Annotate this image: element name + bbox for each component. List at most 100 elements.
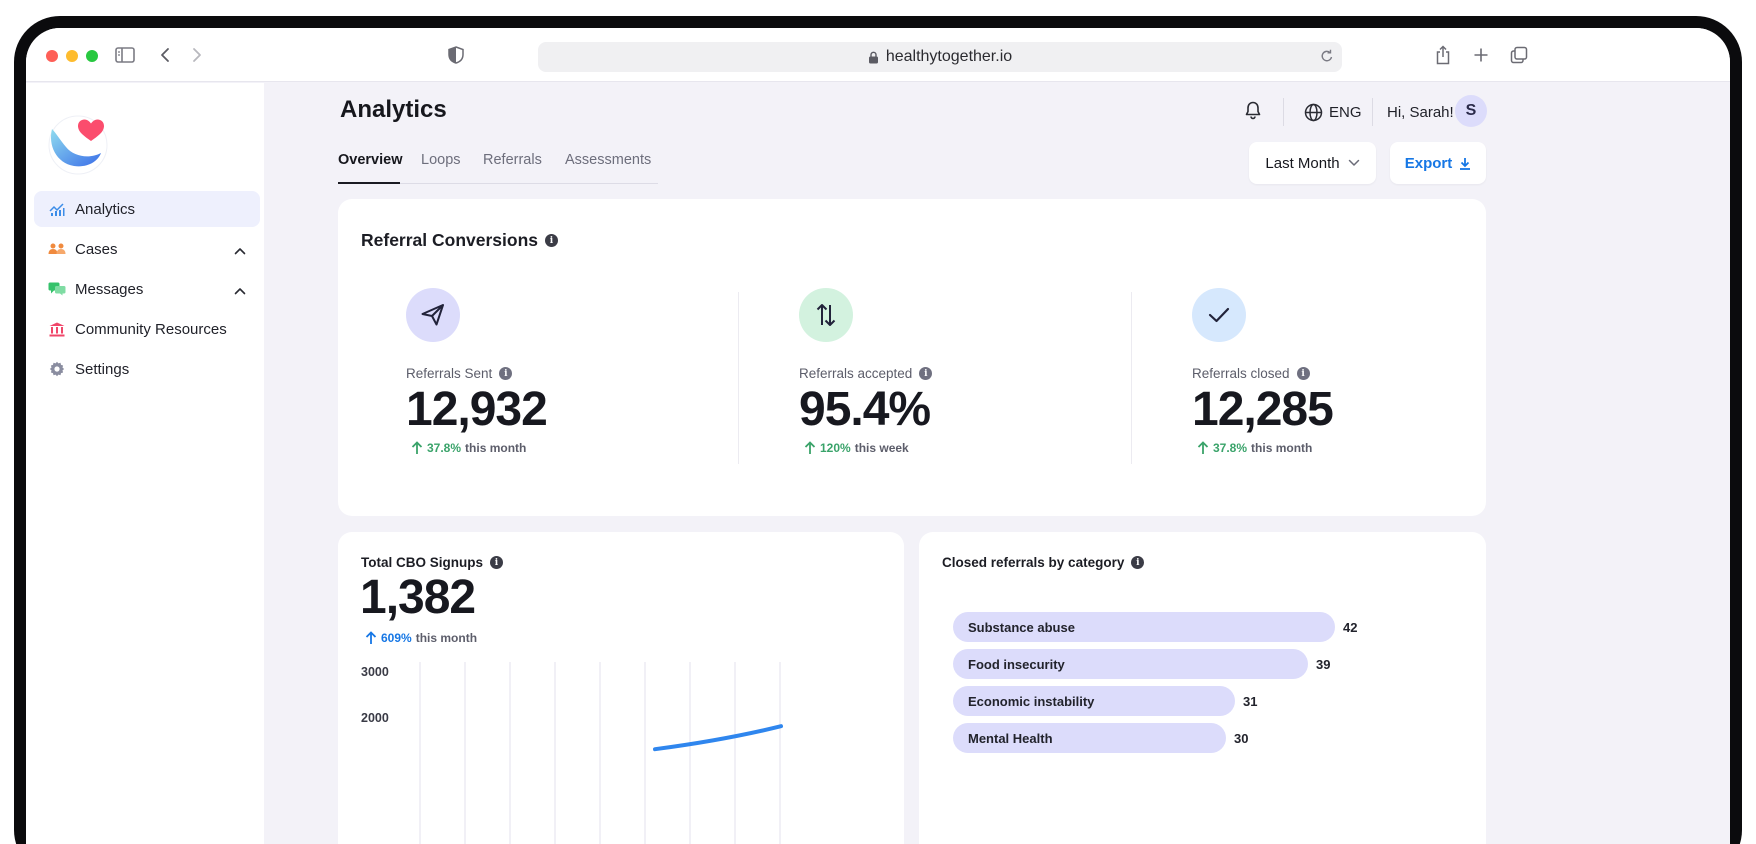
info-icon[interactable]: i [1131,556,1145,569]
tab-overview-icon[interactable] [1506,42,1532,68]
sidebar-item-label: Analytics [75,200,136,218]
period-dropdown[interactable]: Last Month [1249,142,1376,184]
sidebar-item-settings[interactable]: Settings [34,351,260,387]
maximize-window-button[interactable] [86,50,98,62]
new-tab-icon[interactable] [1468,42,1494,68]
close-window-button[interactable] [46,50,58,62]
lock-icon [868,51,879,64]
closed-by-category-title: Closed referrals by category i [942,555,1145,570]
metric-label: Referrals accepted i [799,366,1119,381]
tab-bar: Overview Loops Referrals Assessments [338,142,658,184]
export-label: Export [1404,154,1453,172]
forward-icon[interactable] [184,42,210,68]
card-title: Referral Conversions i [361,230,559,251]
referral-conversions-title: Referral Conversions [361,230,539,250]
arrow-up-icon [804,441,816,455]
sidebar-toggle-icon[interactable] [112,42,138,68]
arrow-up-icon [365,631,377,645]
metric-label: Referrals Sent i [406,366,726,381]
y-tick-label: 2000 [361,711,389,725]
chevron-up-icon[interactable] [234,282,246,299]
sidebar-item-messages[interactable]: Messages [34,271,260,307]
info-icon[interactable]: i [499,367,513,380]
minimize-window-button[interactable] [66,50,78,62]
browser-toolbar: healthytogether.io [26,28,1730,82]
column-divider [1131,292,1132,464]
metric-value: 12,932 [406,383,548,436]
user-greeting: Hi, Sarah! [1387,103,1454,121]
arrow-up-icon [411,441,423,455]
category-bar[interactable]: Mental Health [953,723,1226,753]
info-icon[interactable]: i [545,234,559,247]
category-bar[interactable]: Economic instability [953,686,1235,716]
category-bar[interactable]: Substance abuse [953,612,1335,642]
tab-overview[interactable]: Overview [338,152,403,168]
category-bar-row: Mental Health 30 [953,723,1248,753]
metric-delta: 120% this week [799,441,1119,455]
sidebar-item-cases[interactable]: Cases [34,231,260,267]
url-text: healthytogether.io [885,48,1013,65]
cbo-signups-chart: 3000 2000 [361,662,783,844]
category-bar-row: Substance abuse 42 [953,612,1357,642]
info-icon[interactable]: i [1296,367,1310,380]
sidebar-item-label: Cases [75,240,118,258]
metric-referrals-sent: Referrals Sent i 12,932 37.8% this month [406,288,726,455]
people-icon [48,240,66,258]
info-icon[interactable]: i [490,556,503,569]
sidebar-item-label: Community Resources [75,320,227,338]
cbo-signups-delta: 609% this month [362,631,477,645]
category-bar-value: 42 [1343,619,1358,635]
metric-label: Referrals closed i [1192,366,1512,381]
sidebar-item-label: Settings [75,360,130,378]
sidebar: Analytics Cases Messages [26,83,264,844]
metric-referrals-accepted: Referrals accepted i 95.4% 120% this week [799,288,1119,455]
active-tab-indicator [338,182,400,184]
share-icon[interactable] [1430,42,1456,68]
language-label: ENG [1329,103,1362,121]
chevron-up-icon[interactable] [234,242,246,259]
notifications-button[interactable] [1243,96,1263,128]
language-selector[interactable]: ENG [1304,96,1362,128]
bank-icon [48,320,66,338]
header-divider [1283,98,1284,126]
tab-assessments[interactable]: Assessments [565,152,652,168]
category-bar-row: Food insecurity 39 [953,649,1330,679]
cbo-signups-card [338,532,904,844]
page-title: Analytics [340,96,447,123]
sidebar-item-community-resources[interactable]: Community Resources [34,311,260,347]
category-bar-value: 31 [1243,693,1258,709]
check-icon [1192,288,1246,342]
sidebar-item-label: Messages [75,280,144,298]
avatar[interactable]: S [1455,95,1487,127]
chevron-down-icon [1348,159,1360,167]
referral-conversions-card [338,199,1486,516]
reload-icon[interactable] [1320,48,1334,69]
shield-icon[interactable] [443,42,469,68]
metric-value: 95.4% [799,383,931,436]
chart-icon [48,200,66,218]
column-divider [738,292,739,464]
metric-referrals-closed: Referrals closed i 12,285 37.8% this month [1192,288,1512,455]
export-button[interactable]: Export [1390,142,1486,184]
swap-arrows-icon [799,288,853,342]
back-icon[interactable] [152,42,178,68]
period-label: Last Month [1265,154,1340,172]
metric-value: 12,285 [1192,383,1334,436]
cbo-signups-value: 1,382 [360,571,476,624]
tab-referrals[interactable]: Referrals [483,152,542,168]
app-logo [44,111,112,175]
gear-icon [48,360,66,378]
sidebar-item-analytics[interactable]: Analytics [34,191,260,227]
bell-icon [1243,100,1263,124]
info-icon[interactable]: i [919,367,933,380]
signups-series-line [653,724,783,752]
category-bar[interactable]: Food insecurity [953,649,1308,679]
metric-delta: 37.8% this month [406,441,726,455]
chat-icon [48,280,66,298]
arrow-up-icon [1197,441,1209,455]
cbo-signups-title: Total CBO Signups i [361,555,503,570]
tab-loops[interactable]: Loops [421,152,461,168]
category-bar-value: 39 [1316,656,1331,672]
category-bar-row: Economic instability 31 [953,686,1257,716]
address-bar[interactable]: healthytogether.io [538,42,1342,72]
